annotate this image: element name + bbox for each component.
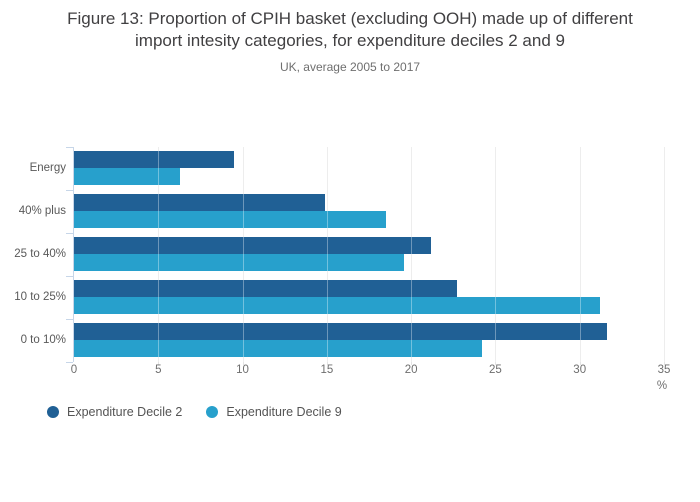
- y-axis-tick-1: [66, 190, 73, 191]
- gridline-x-25: [495, 147, 497, 365]
- bar-row-10-to-25: [74, 276, 664, 319]
- legend: Expenditure Decile 2 Expenditure Decile 9: [47, 405, 342, 419]
- figure-title-line1: Figure 13: Proportion of CPIH basket (ex…: [67, 9, 633, 28]
- legend-item-expenditure-decile-2[interactable]: Expenditure Decile 2: [47, 405, 182, 419]
- bar-expenditure-decile-9-25-to-40[interactable]: [74, 254, 405, 271]
- y-axis-tick-4: [66, 319, 73, 320]
- y-axis-line: [73, 147, 74, 362]
- gridline-x-20: [411, 147, 413, 365]
- figure-subtitle: UK, average 2005 to 2017: [279, 60, 421, 74]
- y-axis-tick-5: [66, 362, 73, 363]
- legend-label-expenditure-decile-9: Expenditure Decile 9: [226, 405, 342, 419]
- figure-title-line2: import intesity categories, for expendit…: [135, 31, 565, 50]
- bar-row-0-to-10: [74, 319, 664, 362]
- x-axis-tick-label-25: 25: [489, 364, 502, 376]
- x-axis-tick-label-10: 10: [236, 364, 249, 376]
- bar-expenditure-decile-9-40-plus[interactable]: [74, 211, 386, 228]
- legend-item-expenditure-decile-9[interactable]: Expenditure Decile 9: [206, 405, 342, 419]
- y-axis-tick-3: [66, 276, 73, 277]
- category-label-25-to-40: 25 to 40%: [14, 248, 66, 260]
- x-axis-tick-label-5: 5: [155, 364, 162, 376]
- x-axis-unit-label: %: [656, 380, 668, 392]
- x-axis-tick-label-35: 35: [657, 364, 671, 376]
- category-label-0-to-10: 0 to 10%: [20, 334, 66, 346]
- y-axis-tick-2: [66, 233, 73, 234]
- x-axis-tick-label-15: 15: [320, 364, 334, 376]
- bar-expenditure-decile-2-0-to-10[interactable]: [74, 323, 607, 340]
- category-label-10-to-25: 10 to 25%: [14, 291, 66, 303]
- category-label-40-plus: 40% plus: [18, 205, 66, 217]
- bar-expenditure-decile-9-energy[interactable]: [74, 168, 181, 185]
- legend-swatch-expenditure-decile-9: [206, 406, 219, 418]
- gridline-x-30: [579, 147, 581, 365]
- x-axis-tick-label-30: 30: [573, 364, 587, 376]
- legend-label-expenditure-decile-2: Expenditure Decile 2: [67, 405, 183, 419]
- bar-expenditure-decile-9-0-to-10[interactable]: [74, 340, 482, 357]
- bar-expenditure-decile-2-25-to-40[interactable]: [74, 237, 432, 254]
- gridline-x-35: [664, 147, 665, 365]
- bar-expenditure-decile-9-10-to-25[interactable]: [74, 297, 600, 314]
- x-axis-tick-label-20: 20: [404, 364, 418, 376]
- bar-expenditure-decile-2-40-plus[interactable]: [74, 194, 326, 211]
- bar-row-25-to-40: [74, 233, 664, 276]
- bar-expenditure-decile-2-energy[interactable]: [74, 151, 235, 168]
- y-axis-tick-0: [66, 147, 73, 148]
- bar-row-40-plus: [74, 190, 664, 233]
- bar-expenditure-decile-2-10-to-25[interactable]: [74, 280, 457, 297]
- legend-swatch-expenditure-decile-2: [47, 406, 59, 418]
- bar-row-energy: [74, 147, 664, 190]
- x-axis-tick-label-0: 0: [70, 364, 78, 376]
- plot-area: [66, 147, 665, 365]
- category-label-energy: Energy: [29, 162, 66, 174]
